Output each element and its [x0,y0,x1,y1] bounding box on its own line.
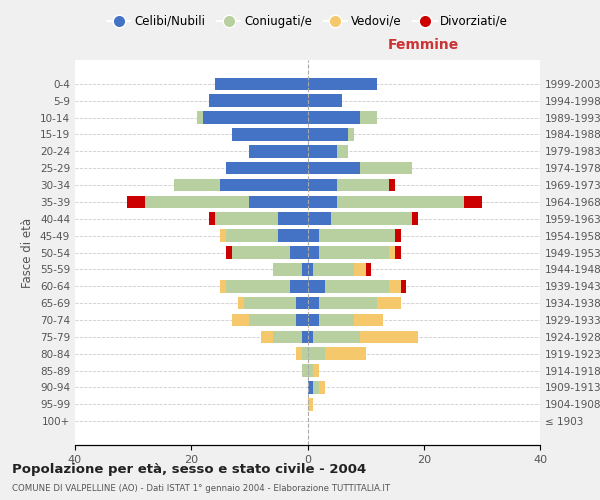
Bar [395,230,401,242]
Bar [145,196,250,208]
Bar [325,348,365,360]
Bar [296,348,302,360]
Bar [226,280,290,292]
Bar [209,212,215,225]
Bar [464,196,482,208]
Bar [272,263,302,276]
Bar [354,314,383,326]
Bar [261,330,272,343]
Bar [337,145,348,158]
Bar [401,280,406,292]
Bar [302,364,308,377]
Bar [226,246,232,259]
Bar [308,94,343,107]
Bar [250,145,308,158]
Bar [250,314,296,326]
Bar [296,314,308,326]
Bar [313,330,360,343]
Bar [197,111,203,124]
Bar [244,297,296,310]
Bar [296,297,308,310]
Bar [360,162,412,174]
Bar [395,246,401,259]
Bar [302,348,308,360]
Bar [313,364,319,377]
Bar [278,230,308,242]
Bar [412,212,418,225]
Bar [354,263,365,276]
Bar [290,246,308,259]
Bar [290,280,308,292]
Bar [308,330,313,343]
Bar [365,263,371,276]
Bar [308,364,313,377]
Bar [360,111,377,124]
Bar [232,246,290,259]
Bar [331,212,412,225]
Bar [337,196,464,208]
Bar [308,348,325,360]
Legend: Celibi/Nubili, Coniugati/e, Vedovi/e, Divorziati/e: Celibi/Nubili, Coniugati/e, Vedovi/e, Di… [102,10,513,32]
Bar [337,178,389,192]
Bar [308,263,313,276]
Bar [308,297,319,310]
Bar [308,178,337,192]
Bar [278,212,308,225]
Bar [308,145,337,158]
Bar [232,128,308,141]
Bar [308,398,313,410]
Bar [348,128,354,141]
Text: Femmine: Femmine [388,38,460,52]
Bar [389,246,395,259]
Bar [360,330,418,343]
Bar [313,381,319,394]
Bar [308,280,325,292]
Bar [203,111,308,124]
Bar [308,381,313,394]
Bar [220,230,226,242]
Bar [308,212,331,225]
Bar [127,196,145,208]
Text: COMUNE DI VALPELLINE (AO) - Dati ISTAT 1° gennaio 2004 - Elaborazione TUTTITALIA: COMUNE DI VALPELLINE (AO) - Dati ISTAT 1… [12,484,390,493]
Bar [377,297,401,310]
Bar [215,212,278,225]
Bar [220,280,226,292]
Text: Popolazione per età, sesso e stato civile - 2004: Popolazione per età, sesso e stato civil… [12,462,366,475]
Bar [319,230,395,242]
Bar [209,94,308,107]
Bar [389,178,395,192]
Bar [319,314,354,326]
Bar [308,162,360,174]
Bar [389,280,401,292]
Bar [319,381,325,394]
Bar [308,196,337,208]
Bar [174,178,220,192]
Bar [319,297,377,310]
Bar [302,330,308,343]
Bar [325,280,389,292]
Bar [308,111,360,124]
Bar [302,263,308,276]
Bar [220,178,308,192]
Bar [308,78,377,90]
Bar [313,263,354,276]
Bar [238,297,244,310]
Bar [232,314,250,326]
Bar [308,314,319,326]
Bar [272,330,302,343]
Bar [250,196,308,208]
Bar [226,162,308,174]
Bar [308,246,319,259]
Bar [226,230,278,242]
Bar [308,128,348,141]
Y-axis label: Fasce di età: Fasce di età [22,218,34,288]
Bar [215,78,308,90]
Bar [319,246,389,259]
Bar [308,230,319,242]
